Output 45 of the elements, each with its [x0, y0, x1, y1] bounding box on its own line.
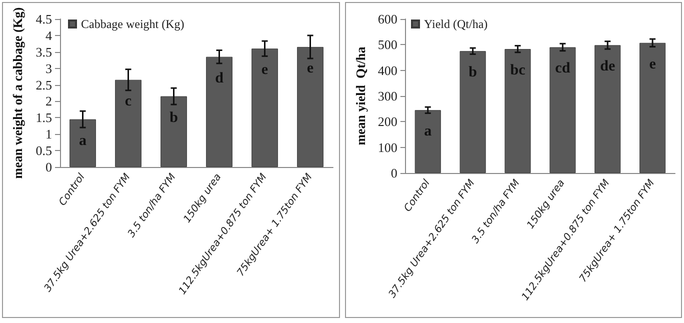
y-tick-label: 0.5	[36, 143, 52, 158]
bar	[460, 51, 486, 173]
data-label: de	[600, 58, 616, 75]
bar	[640, 42, 666, 173]
y-tick-label: 1.5	[36, 110, 52, 126]
y-tick-label: 100	[378, 140, 398, 155]
data-label: a	[424, 124, 432, 140]
y-tick-label: 3.5	[36, 44, 52, 60]
bar	[252, 48, 278, 167]
y-tick-label: 4.5	[36, 12, 52, 26]
y-axis-title: mean yield Qt/ha	[353, 46, 368, 146]
legend-label: Cabbage weight (Kg)	[81, 17, 184, 31]
bar	[550, 47, 576, 173]
y-tick-label: 4	[46, 28, 52, 43]
data-label: c	[124, 93, 132, 110]
y-tick-label: 3	[46, 60, 52, 76]
y-tick-label: 1	[46, 126, 52, 142]
data-label: b	[170, 110, 178, 126]
y-tick-label: 500	[378, 37, 398, 52]
data-label: b	[468, 64, 477, 81]
bar	[297, 46, 324, 167]
data-label: cd	[555, 60, 571, 77]
bar	[160, 96, 187, 167]
bar	[504, 49, 531, 173]
legend-label: Yield (Qt/ha)	[424, 17, 488, 31]
y-tick-label: 300	[378, 88, 398, 104]
bar	[206, 56, 232, 167]
data-label: e	[261, 62, 268, 78]
data-label: a	[79, 132, 87, 149]
data-label: bc	[510, 62, 526, 79]
y-tick-label: 0	[46, 160, 52, 174]
y-tick-label: 2	[46, 94, 52, 109]
bar	[70, 119, 96, 167]
y-tick-label: 0	[390, 166, 398, 180]
data-label: d	[215, 70, 224, 86]
y-tick-label: 200	[378, 114, 398, 130]
bar	[414, 110, 441, 173]
y-axis-title: mean weight of a cabbage (Kg)	[10, 7, 25, 179]
bar	[115, 80, 142, 167]
y-tick-label: 400	[378, 62, 398, 78]
bar	[594, 45, 621, 173]
y-tick-label: 2.5	[36, 77, 52, 92]
data-label: e	[306, 60, 314, 76]
y-tick-label: 600	[378, 12, 398, 26]
data-label: e	[649, 56, 656, 72]
